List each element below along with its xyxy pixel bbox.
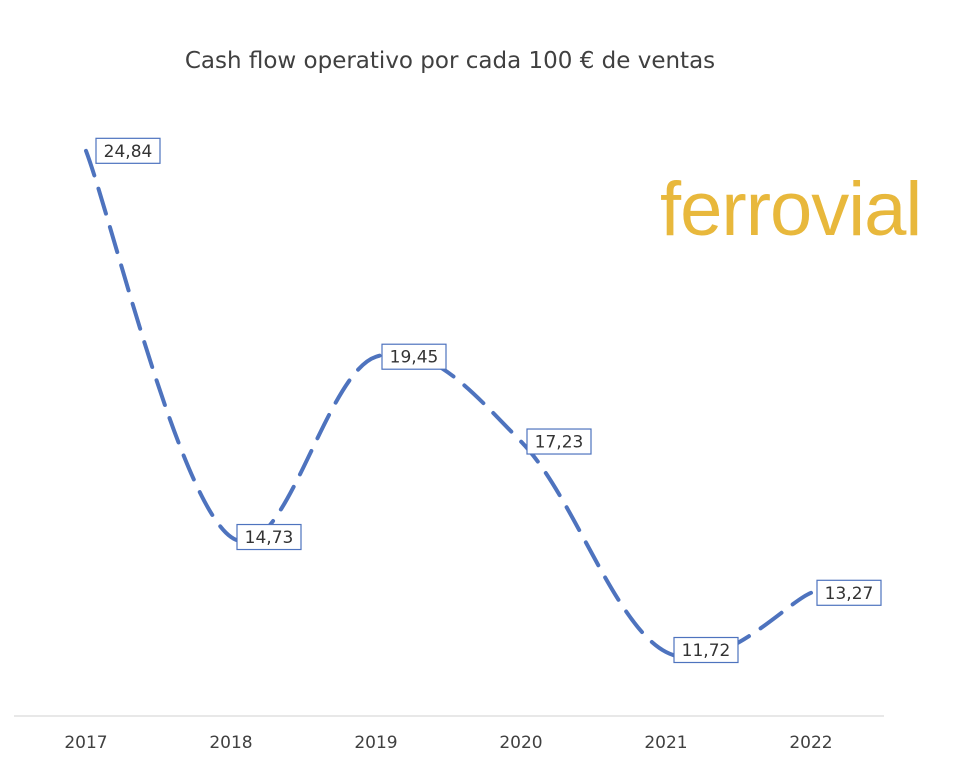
data-label-box bbox=[526, 428, 592, 455]
data-label: 19,45 bbox=[381, 343, 447, 370]
x-tick-label: 2019 bbox=[354, 733, 397, 753]
data-label-box bbox=[95, 137, 161, 164]
data-label: 11,72 bbox=[673, 636, 739, 664]
x-tick-label: 2021 bbox=[644, 733, 687, 753]
x-axis-ticks: 2017 2018 2019 2020 2021 2022 bbox=[64, 733, 832, 753]
x-tick-label: 2020 bbox=[499, 733, 542, 753]
data-label-text: 17,23 bbox=[535, 433, 584, 453]
x-tick-label: 2017 bbox=[64, 733, 107, 753]
data-label-box bbox=[673, 636, 739, 664]
data-label-text: 13,27 bbox=[825, 584, 874, 604]
data-label-text: 14,73 bbox=[245, 528, 294, 548]
data-label-text: 11,72 bbox=[682, 641, 731, 661]
data-label-box bbox=[381, 343, 447, 370]
data-label-box bbox=[236, 523, 302, 551]
data-label-text: 19,45 bbox=[390, 348, 439, 368]
chart-title: Cash flow operativo por cada 100 € de ve… bbox=[184, 48, 716, 74]
series-line bbox=[84, 148, 813, 660]
data-label: 14,73 bbox=[236, 523, 302, 551]
ferrovial-logo: ferrovial bbox=[660, 167, 922, 252]
data-label-text: 24,84 bbox=[104, 142, 153, 162]
data-label: 17,23 bbox=[526, 428, 592, 455]
data-label-box bbox=[816, 579, 882, 606]
x-tick-label: 2022 bbox=[789, 733, 832, 753]
data-label: 24,84 bbox=[95, 137, 161, 164]
data-label: 13,27 bbox=[816, 579, 882, 606]
data-labels: 24,84 14,73 19,45 17,23 11,72 13,27 bbox=[95, 137, 882, 664]
x-tick-label: 2018 bbox=[209, 733, 252, 753]
